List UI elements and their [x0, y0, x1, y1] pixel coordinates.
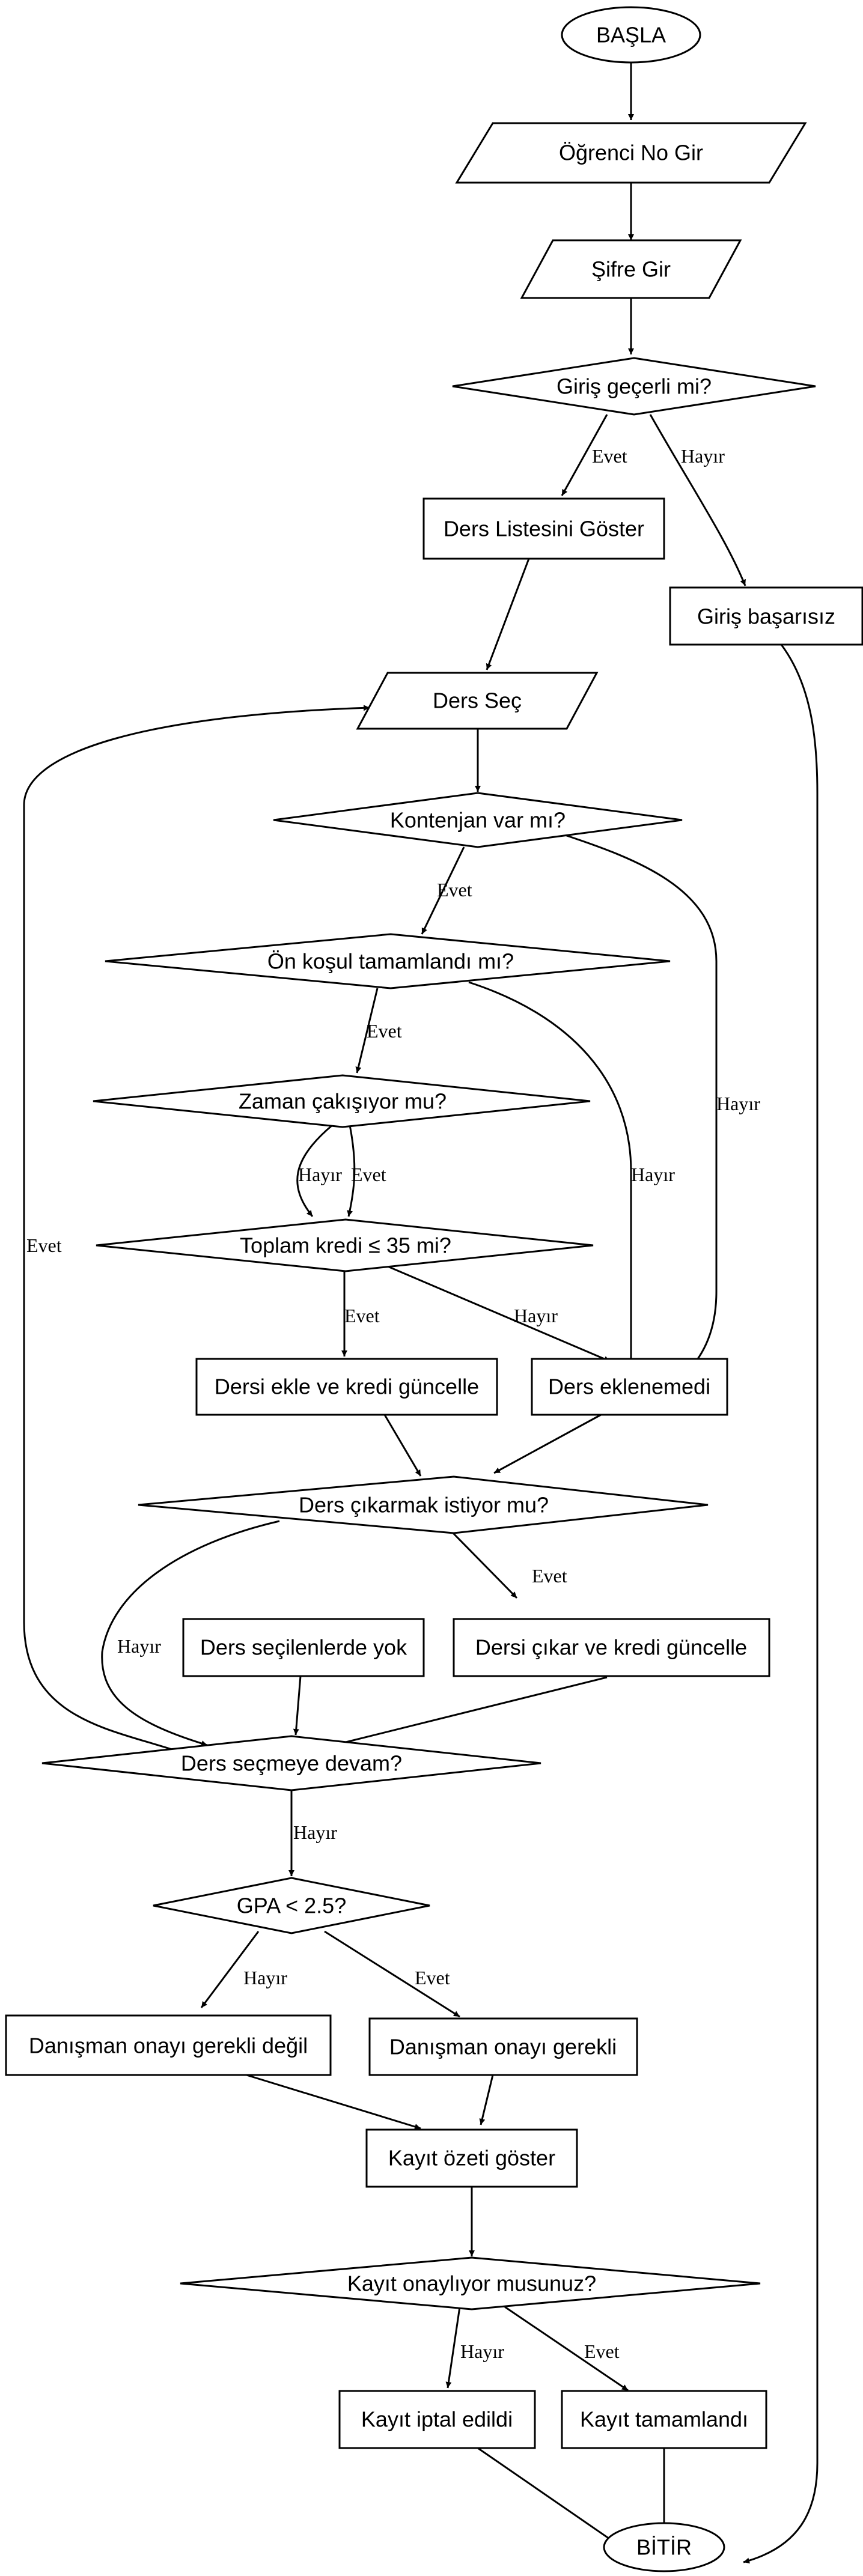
node-quota-decision: Kontenjan var mı?: [273, 792, 683, 848]
node-student-no-input: Öğrenci No Gir: [455, 122, 807, 184]
edge-login-valid-yes: [561, 414, 608, 496]
edge-continue-yes: [23, 705, 370, 1755]
edge-label-drop-no: Hayır: [117, 1635, 161, 1657]
node-cancelled: Kayıt iptal edildi: [338, 2390, 536, 2449]
node-completed: Kayıt tamamlandı: [561, 2390, 767, 2449]
edge-add-to-drop-question: [383, 1414, 422, 1477]
edge-prereq-yes: [355, 988, 379, 1074]
edge-label-continue-yes: Evet: [26, 1235, 62, 1256]
edge-label-conflict-no: Hayır: [298, 1164, 342, 1185]
node-select-course-label: Ders Seç: [433, 688, 522, 713]
edge-label-confirm-yes: Evet: [584, 2341, 620, 2362]
edge-label-continue-no: Hayır: [293, 1821, 337, 1843]
node-drop-decision: Ders çıkarmak istiyor mu?: [138, 1475, 709, 1534]
nodes: BAŞLA Öğrenci No Gir Şifre Gir Giriş geç…: [5, 6, 863, 2572]
edge-labels: Evet Hayır Evet Hayır Evet Hayır Hayır E…: [26, 445, 760, 2362]
edge-label-credit-yes: Evet: [344, 1305, 380, 1326]
node-continue-decision: Ders seçmeye devam?: [41, 1735, 541, 1791]
edge-label-drop-yes: Evet: [532, 1565, 567, 1587]
edge-gpa-yes: [324, 1930, 460, 2018]
edge-login-failed-to-end: [743, 644, 819, 2564]
node-course-list: Ders Listesini Göster: [422, 497, 665, 560]
node-login-valid-decision: Giriş geçerli mi?: [452, 357, 816, 416]
node-select-course-input: Ders Seç: [356, 672, 599, 730]
node-advisor-required-label: Danışman onayı gerekli: [389, 2035, 617, 2059]
edge-cancelled-to-end: [477, 2447, 620, 2547]
node-advisor-not-required: Danışman onayı gerekli değil: [5, 2014, 332, 2076]
edge-quota-no: [564, 834, 718, 1394]
edge-confirm-yes: [504, 2306, 629, 2392]
edge-prereq-no: [468, 981, 634, 1390]
edge-not-added-to-drop-question: [493, 1414, 602, 1474]
node-quota-label: Kontenjan var mı?: [390, 808, 566, 833]
edge-label-login-no: Hayır: [681, 445, 725, 467]
edge-label-login-yes: Evet: [592, 445, 627, 467]
node-password-input: Şifre Gir: [520, 239, 742, 299]
node-continue-label: Ders seçmeye devam?: [181, 1751, 402, 1776]
node-summary: Kayıt özeti göster: [365, 2128, 578, 2188]
edges: [23, 62, 819, 2564]
node-summary-label: Kayıt özeti göster: [388, 2146, 555, 2170]
edge-label-prereq-no: Hayır: [631, 1164, 675, 1185]
edge-label-credit-no: Hayır: [514, 1305, 558, 1326]
edge-advisor-req-to-summary: [479, 2074, 494, 2125]
node-login-failed-label: Giriş başarısız: [697, 604, 835, 629]
edge-gpa-no: [200, 1931, 260, 2008]
edge-quota-yes: [421, 846, 465, 935]
node-conflict-label: Zaman çakışıyor mu?: [239, 1089, 447, 1114]
node-gpa-label: GPA < 2.5?: [237, 1894, 346, 1918]
node-login-valid-label: Giriş geçerli mi?: [557, 374, 712, 399]
node-add-course-label: Dersi ekle ve kredi güncelle: [215, 1375, 479, 1399]
node-add-course: Dersi ekle ve kredi güncelle: [195, 1358, 498, 1416]
edge-label-gpa-no: Hayır: [243, 1967, 287, 1988]
node-drop-course-label: Dersi çıkar ve kredi güncelle: [475, 1635, 747, 1660]
node-cancelled-label: Kayıt iptal edildi: [361, 2407, 513, 2432]
edge-login-valid-no: [649, 414, 746, 586]
node-login-failed: Giriş başarısız: [669, 586, 863, 646]
edge-confirm-no: [445, 2306, 461, 2389]
node-confirm-decision: Kayıt onaylıyor musunuz?: [180, 2256, 761, 2310]
node-completed-label: Kayıt tamamlandı: [580, 2407, 748, 2432]
edge-label-confirm-no: Hayır: [460, 2341, 504, 2362]
node-credit-limit-label: Toplam kredi ≤ 35 mi?: [240, 1233, 451, 1258]
node-not-in-selected: Ders seçilenlerde yok: [182, 1618, 425, 1677]
node-advisor-required: Danışman onayı gerekli: [368, 2017, 638, 2076]
node-not-added-label: Ders eklenemedi: [548, 1375, 710, 1399]
edge-conflict-yes: [347, 1125, 356, 1217]
edge-advisor-not-to-summary: [246, 2074, 421, 2130]
node-end-label: BİTİR: [636, 2535, 692, 2560]
edge-not-in-selected-to-continue: [293, 1675, 302, 1736]
node-credit-limit-decision: Toplam kredi ≤ 35 mi?: [96, 1218, 594, 1272]
edge-label-prereq-yes: Evet: [367, 1020, 402, 1042]
edge-label-conflict-yes: Evet: [351, 1164, 386, 1185]
node-course-list-label: Ders Listesini Göster: [444, 517, 644, 541]
edge-label-quota-no: Hayır: [716, 1093, 760, 1114]
node-not-in-selected-label: Ders seçilenlerde yok: [200, 1635, 407, 1660]
node-end: BİTİR: [603, 2522, 725, 2572]
edge-credit-no: [387, 1265, 611, 1362]
edge-drop-no: [101, 1520, 280, 1746]
node-prereq-label: Ön koşul tamamlandı mı?: [267, 949, 514, 974]
node-confirm-label: Kayıt onaylıyor musunuz?: [347, 2271, 596, 2296]
node-password-label: Şifre Gir: [591, 257, 671, 282]
node-not-added: Ders eklenemedi: [531, 1358, 728, 1416]
node-prereq-decision: Ön koşul tamamlandı mı?: [105, 933, 671, 989]
edge-drop-yes: [451, 1531, 518, 1599]
node-advisor-not-required-label: Danışman onayı gerekli değil: [29, 2034, 308, 2058]
node-gpa-decision: GPA < 2.5?: [153, 1877, 430, 1934]
edge-conflict-no: [296, 1124, 333, 1217]
node-drop-course: Dersi çıkar ve kredi güncelle: [453, 1618, 770, 1677]
node-start: BAŞLA: [561, 6, 701, 64]
node-start-label: BAŞLA: [596, 23, 666, 47]
edge-label-gpa-yes: Evet: [415, 1967, 450, 1988]
edge-drop-course-to-continue: [333, 1676, 608, 1747]
node-drop-label: Ders çıkarmak istiyor mu?: [299, 1493, 549, 1517]
edge-course-list-to-select: [486, 558, 530, 670]
node-student-no-label: Öğrenci No Gir: [559, 141, 703, 165]
node-conflict-decision: Zaman çakışıyor mu?: [93, 1074, 591, 1128]
edge-label-quota-yes: Evet: [437, 879, 472, 901]
